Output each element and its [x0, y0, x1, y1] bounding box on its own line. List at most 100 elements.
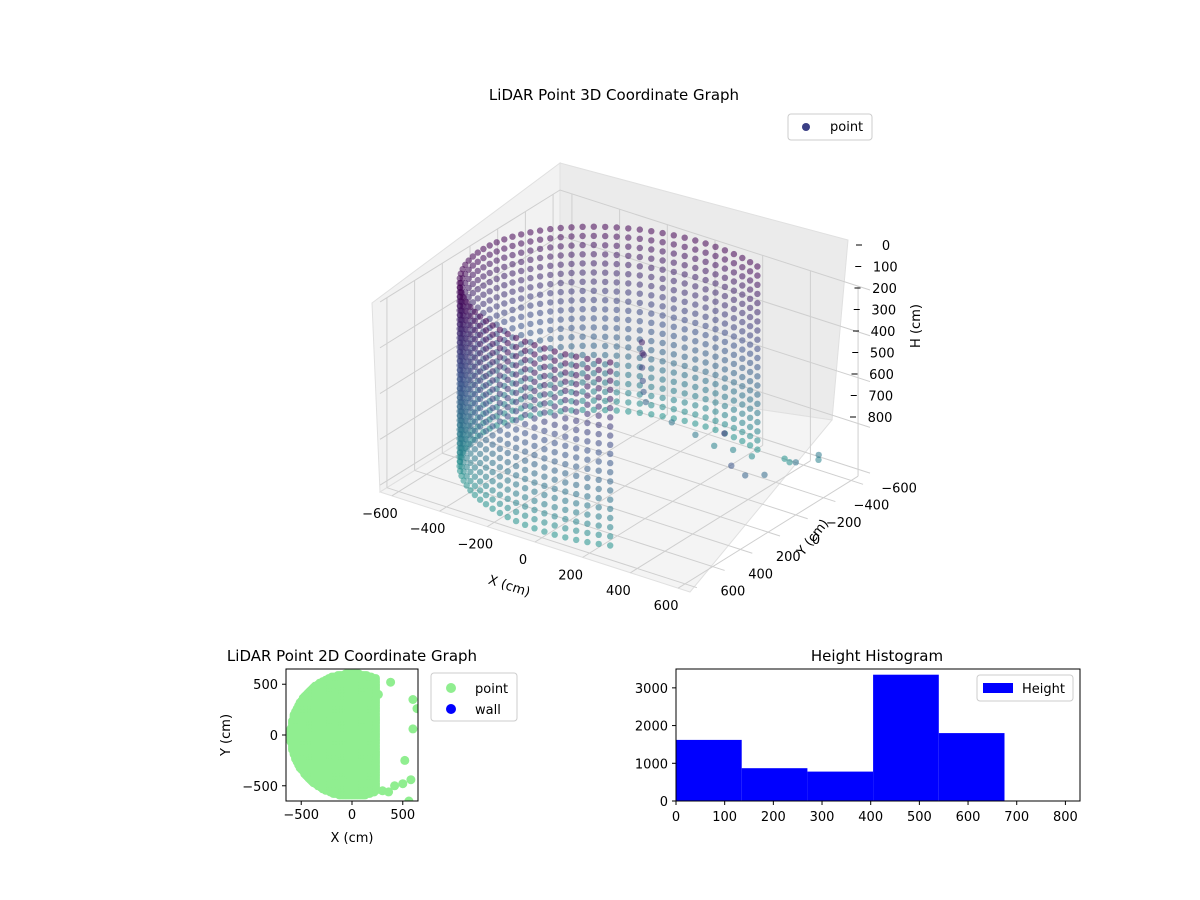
x-tick-3d: 0: [519, 553, 527, 568]
point-3d: [469, 262, 477, 269]
point-3d: [636, 235, 643, 242]
point-3d: [648, 282, 655, 290]
point-3d: [512, 398, 520, 406]
point-3d: [584, 511, 591, 518]
point-3d: [640, 388, 647, 396]
point-3d: [493, 294, 500, 301]
point-3d: [489, 359, 496, 366]
z-tick-3d: 100: [873, 261, 898, 276]
point-3d: [512, 408, 520, 415]
point-3d: [557, 224, 564, 232]
point-3d: [739, 291, 746, 298]
point-3d: [692, 411, 699, 418]
point-3d: [531, 378, 538, 385]
legend-3d-marker: [802, 123, 810, 131]
point-3d: [547, 262, 554, 269]
point-3d: [579, 287, 586, 295]
point-3d: [476, 450, 484, 458]
y-tick-3d: −200: [826, 516, 862, 531]
z-tick-3d: 700: [868, 390, 893, 405]
point-3d: [551, 485, 558, 493]
point-3d: [670, 406, 677, 413]
point-3d: [467, 487, 474, 494]
point-3d: [467, 368, 474, 375]
point-3d: [467, 358, 474, 366]
point-3d: [613, 398, 620, 405]
point-3d: [551, 348, 558, 355]
point-3d: [531, 461, 538, 468]
point-3d: [512, 435, 520, 442]
point-3d: [579, 379, 586, 386]
point-3d: [531, 396, 538, 404]
point-3d: [467, 386, 474, 393]
point-3d: [467, 377, 474, 384]
point-3d: [467, 468, 474, 476]
point-3d: [579, 370, 586, 377]
point-3d: [721, 283, 729, 291]
point-3d: [489, 377, 496, 384]
point-3d: [584, 401, 591, 408]
point-3d: [476, 469, 484, 476]
point-3d: [518, 313, 525, 320]
point-3d: [712, 252, 719, 260]
point-3d: [486, 288, 493, 295]
point-3d: [547, 335, 554, 343]
point-3d: [584, 474, 591, 482]
point-3d: [702, 304, 709, 311]
point-3d: [590, 223, 597, 230]
point-3d: [595, 467, 602, 474]
point-3d: [463, 363, 470, 370]
point-3d: [754, 364, 761, 371]
point-3d: [463, 390, 470, 398]
point-3d: [531, 488, 538, 495]
point-3d: [625, 298, 632, 305]
point-3d: [730, 406, 738, 413]
point-3d: [471, 381, 479, 389]
point-3d: [721, 411, 729, 419]
point-3d: [562, 488, 569, 495]
point-3d: [467, 413, 474, 421]
point-3d: [595, 421, 602, 429]
point-3d: [463, 372, 470, 379]
point-3d: [496, 473, 504, 480]
point-3d: [463, 381, 470, 388]
x-tick-3d: 200: [558, 568, 583, 583]
point-3d: [509, 279, 516, 286]
point-3d: [547, 381, 554, 388]
point-3d: [551, 412, 558, 419]
point-3d: [584, 483, 591, 491]
point-3d: [754, 446, 761, 453]
point-3d: [721, 256, 729, 263]
point-3d: [463, 463, 470, 471]
point-3d: [476, 432, 484, 439]
point-3d: [636, 281, 643, 288]
point-3d: [568, 279, 575, 286]
point-3d: [541, 391, 548, 398]
point-3d: [471, 327, 479, 334]
point-3d: [602, 379, 609, 386]
point-3d: [482, 372, 490, 380]
point-3d: [721, 384, 729, 391]
point-3d: [460, 294, 467, 301]
point-3d: [739, 328, 746, 335]
point-3d: [754, 428, 761, 435]
point-3d: [527, 320, 534, 328]
point-3d: [573, 362, 580, 370]
point-3d: [721, 393, 729, 400]
point-3d: [482, 336, 490, 343]
point-3d: [625, 225, 632, 232]
point-3d: [504, 468, 511, 475]
point-3d: [815, 451, 822, 459]
point-3d: [471, 354, 479, 361]
point-3d: [613, 389, 620, 396]
point-3d: [496, 326, 504, 333]
point-3d: [518, 286, 525, 293]
point-3d: [670, 323, 677, 330]
point-3d: [562, 351, 569, 358]
point-3d: [493, 284, 500, 292]
point-3d: [579, 223, 586, 230]
point-3d: [474, 267, 481, 275]
point-3d: [692, 310, 699, 317]
point-3d: [584, 364, 591, 372]
